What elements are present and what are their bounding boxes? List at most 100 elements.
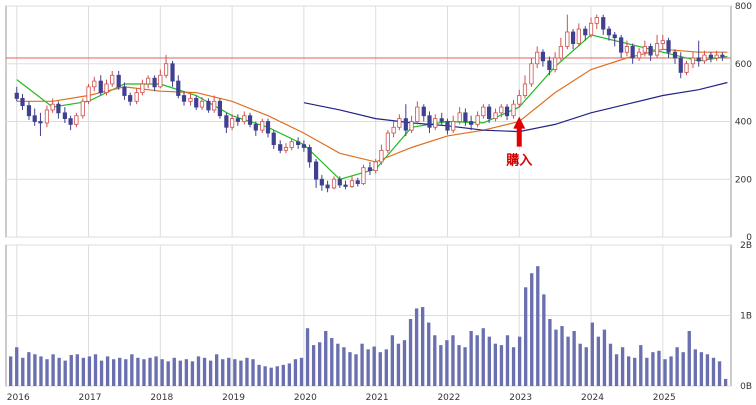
candle-body: [14, 92, 19, 99]
volume-bar: [408, 319, 413, 386]
volume-bar: [118, 357, 122, 386]
volume-bar: [687, 331, 691, 386]
x-tick-label: 2020: [294, 393, 317, 403]
candle-body: [439, 118, 444, 122]
volume-bar: [233, 359, 237, 386]
candle-body: [409, 121, 414, 131]
volume-bar: [105, 356, 110, 386]
candle-body: [696, 57, 701, 62]
candle-body: [481, 106, 486, 117]
candle-body: [98, 80, 103, 94]
candle-body: [56, 103, 61, 114]
candle-body: [415, 106, 420, 122]
candle-body: [181, 95, 187, 102]
candle-body: [44, 109, 50, 124]
candle-body: [475, 115, 480, 125]
price-y-tick-label: 800: [735, 2, 752, 12]
volume-bar: [481, 328, 485, 386]
volume-bar: [457, 345, 461, 386]
candle-body: [427, 115, 432, 128]
candle-body: [199, 100, 205, 108]
candle-body: [325, 184, 330, 189]
candle-body: [134, 92, 139, 102]
volume-bar: [675, 347, 679, 386]
candle-body: [152, 77, 157, 88]
candle-body: [86, 86, 91, 102]
candle-body: [648, 46, 653, 56]
candle-body: [385, 132, 390, 151]
volume-bar: [511, 347, 516, 386]
volume-bar: [366, 349, 370, 386]
candle-body: [547, 60, 552, 70]
volume-bar: [499, 345, 504, 386]
volume-bar: [602, 329, 607, 386]
candle-body: [612, 34, 617, 39]
candle-body: [242, 115, 247, 122]
volume-bar: [287, 363, 292, 386]
candle-body: [163, 63, 169, 76]
candle-body: [224, 115, 229, 128]
volume-bar: [723, 378, 728, 386]
x-tick-label: 2022: [437, 393, 460, 403]
candle-body: [247, 115, 253, 125]
volume-bar: [166, 361, 170, 386]
candle-body: [217, 100, 223, 117]
volume-bar: [414, 308, 419, 386]
volume-bar: [172, 357, 176, 386]
volume-bar: [548, 319, 552, 386]
price-y-tick-label: 0: [746, 233, 752, 243]
volume-bar: [299, 357, 304, 386]
candle-body: [469, 121, 474, 125]
candle-body: [74, 115, 79, 125]
volume-bar: [251, 359, 255, 386]
candle-body: [38, 121, 43, 124]
candle-body: [511, 103, 516, 117]
candle-body: [367, 167, 373, 171]
candle-body: [522, 83, 528, 96]
candle-body: [373, 161, 378, 171]
volume-bar: [245, 357, 249, 386]
volume-bar: [324, 331, 328, 386]
volume-bar: [445, 340, 449, 386]
volume-bar: [493, 343, 498, 386]
volume-bar: [384, 349, 388, 386]
volume-bar: [342, 347, 346, 386]
volume-bar: [566, 336, 570, 386]
volume-bar: [669, 356, 673, 386]
volume-bar: [130, 354, 134, 386]
volume-y-tick-label: 2B: [740, 241, 752, 251]
candle-body: [529, 63, 534, 85]
x-tick-label: 2019: [222, 393, 245, 403]
volume-bar: [620, 347, 625, 386]
candle-body: [194, 98, 199, 108]
candle-body: [493, 112, 498, 120]
volume-bar: [711, 357, 716, 386]
candle-body: [349, 180, 355, 187]
candle-body: [337, 178, 342, 186]
candle-body: [128, 95, 133, 102]
candle-body: [158, 74, 163, 88]
volume-bar: [663, 359, 667, 386]
volume-bar: [639, 345, 643, 386]
candle-body: [558, 46, 563, 59]
candle-body: [720, 54, 725, 57]
candle-body: [313, 161, 319, 180]
volume-bar: [305, 328, 310, 386]
volume-bar: [354, 354, 358, 386]
volume-bar: [318, 342, 322, 386]
volume-bar: [184, 359, 189, 386]
candle-body: [463, 112, 468, 122]
volume-bar: [99, 360, 104, 386]
candle-body: [20, 98, 25, 107]
volume-bar: [27, 352, 31, 386]
x-tick-label: 2018: [150, 393, 173, 403]
volume-bar: [360, 343, 364, 386]
candle-body: [116, 74, 121, 88]
candle-body: [684, 63, 689, 73]
candle-body: [296, 141, 301, 145]
volume-bar: [39, 356, 43, 386]
volume-bar: [427, 322, 431, 386]
candle-body: [50, 103, 55, 111]
volume-bar: [572, 331, 576, 386]
candle-body: [110, 74, 115, 85]
